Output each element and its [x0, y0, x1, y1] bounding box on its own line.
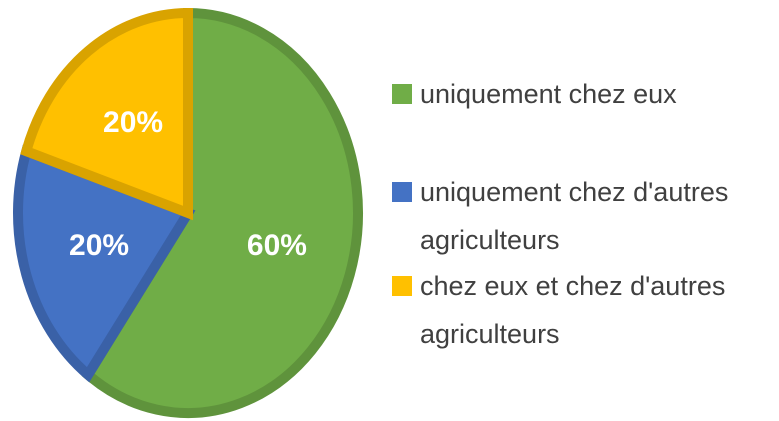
- legend-label: uniquement chez eux: [420, 79, 677, 109]
- legend-entry: chez eux et chez d'autres agriculteurs: [392, 262, 772, 358]
- pie-slice: [81, 7, 363, 418]
- pie-slice: [13, 144, 196, 383]
- legend-swatch: [392, 276, 412, 296]
- pie-slice: [20, 7, 193, 221]
- legend-swatch: [392, 84, 412, 104]
- slice-label: 60%: [247, 229, 307, 262]
- pie-chart: 60% 20% 20%: [13, 7, 363, 418]
- legend-swatch: [392, 182, 412, 202]
- slice-label: 20%: [69, 229, 129, 262]
- legend-label: uniquement chez d'autres agriculteurs: [420, 177, 729, 255]
- legend-entry: uniquement chez eux: [392, 70, 772, 118]
- slice-label: 20%: [103, 106, 163, 139]
- legend-label: chez eux et chez d'autres agriculteurs: [420, 271, 726, 349]
- legend-entry: uniquement chez d'autres agriculteurs: [392, 168, 772, 264]
